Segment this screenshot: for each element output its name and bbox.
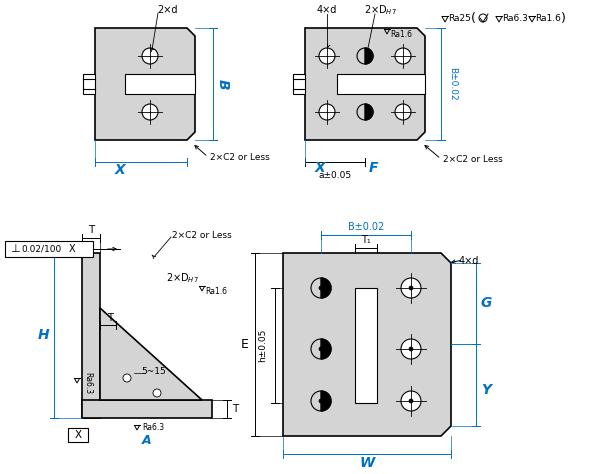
Circle shape	[409, 347, 413, 351]
Text: 5~15: 5~15	[141, 366, 166, 375]
Text: X: X	[75, 430, 81, 440]
Text: Ra1.6: Ra1.6	[535, 13, 561, 22]
Text: B: B	[216, 79, 230, 89]
Text: h±0.05: h±0.05	[259, 328, 268, 362]
Text: Ra6.3: Ra6.3	[502, 13, 528, 22]
Bar	[82, 400, 212, 418]
Text: Ra6.3: Ra6.3	[142, 423, 164, 432]
Bar	[5, 241, 93, 257]
Circle shape	[395, 104, 411, 120]
Circle shape	[319, 104, 335, 120]
Text: T: T	[107, 313, 113, 323]
Text: 2×D$_{H7}$: 2×D$_{H7}$	[166, 271, 198, 285]
Bar	[83, 74, 95, 94]
Circle shape	[401, 391, 421, 411]
Circle shape	[319, 48, 335, 64]
Circle shape	[409, 399, 413, 403]
Bar	[125, 74, 195, 94]
Polygon shape	[321, 391, 331, 411]
Text: W: W	[359, 456, 375, 470]
Text: Ra25: Ra25	[448, 13, 471, 22]
Text: ): )	[560, 11, 566, 25]
Text: G: G	[480, 296, 492, 310]
Text: 4×d: 4×d	[317, 5, 337, 15]
Text: 2×C2 or Less: 2×C2 or Less	[210, 154, 270, 163]
Polygon shape	[321, 278, 331, 298]
Text: ⊥: ⊥	[10, 244, 20, 254]
Text: X: X	[69, 244, 76, 254]
Text: Y: Y	[481, 383, 491, 397]
Polygon shape	[305, 28, 425, 140]
Bar	[293, 74, 305, 94]
Circle shape	[123, 374, 131, 382]
Circle shape	[153, 389, 161, 397]
Circle shape	[401, 278, 421, 298]
Circle shape	[479, 14, 487, 22]
Circle shape	[142, 104, 158, 120]
Text: X: X	[115, 163, 126, 177]
Text: B±0.02: B±0.02	[449, 67, 458, 101]
Text: 2×C2 or Less: 2×C2 or Less	[172, 230, 232, 239]
Polygon shape	[365, 48, 373, 64]
Text: 2×C2 or Less: 2×C2 or Less	[443, 155, 503, 164]
Text: E: E	[241, 337, 249, 350]
Text: T: T	[232, 404, 238, 414]
Text: T₁: T₁	[361, 235, 371, 245]
Text: B±0.02: B±0.02	[348, 222, 384, 232]
Bar	[337, 74, 425, 94]
Polygon shape	[365, 104, 373, 120]
Text: a±0.05: a±0.05	[319, 172, 351, 181]
Text: T: T	[88, 225, 94, 235]
Text: 2×d: 2×d	[157, 5, 177, 15]
Text: 2×D$_{H7}$: 2×D$_{H7}$	[364, 3, 396, 17]
Text: 4×d: 4×d	[459, 256, 479, 266]
Circle shape	[409, 286, 413, 290]
Circle shape	[319, 347, 323, 351]
Circle shape	[319, 399, 323, 403]
Polygon shape	[283, 253, 451, 436]
Bar	[68, 428, 88, 442]
Text: A: A	[142, 434, 152, 447]
Text: X: X	[314, 161, 325, 175]
Text: H: H	[38, 328, 50, 342]
Circle shape	[401, 339, 421, 359]
Polygon shape	[100, 308, 202, 400]
Circle shape	[395, 48, 411, 64]
Polygon shape	[321, 339, 331, 359]
Text: Ra1.6: Ra1.6	[390, 29, 412, 38]
Text: Ra6.3: Ra6.3	[83, 372, 92, 394]
Circle shape	[319, 286, 323, 290]
Text: F: F	[368, 161, 378, 175]
Circle shape	[142, 48, 158, 64]
Text: (: (	[470, 11, 475, 25]
Polygon shape	[95, 28, 195, 140]
Text: 0.02/100: 0.02/100	[21, 245, 61, 254]
Text: Ra1.6: Ra1.6	[205, 286, 227, 295]
Bar	[82, 253, 100, 418]
Bar	[355, 288, 377, 403]
